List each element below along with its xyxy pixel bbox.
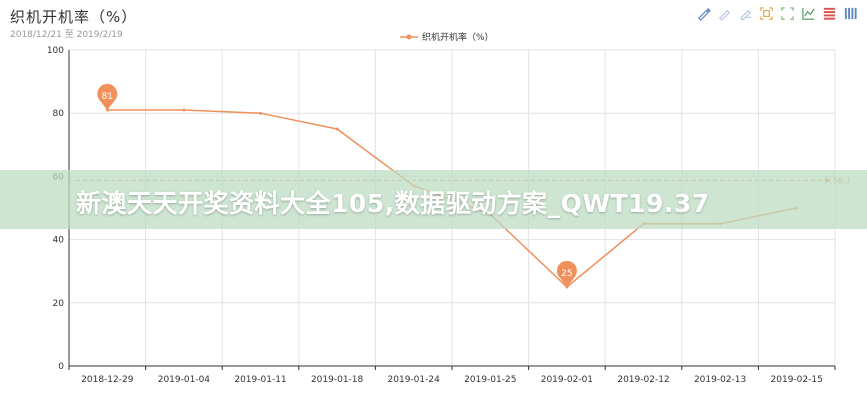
chart-subtitle: 2018/12/21 至 2019/2/19: [10, 30, 123, 40]
stack-icon[interactable]: [842, 5, 859, 22]
x-tick-label: 2019-02-12: [617, 375, 669, 385]
zoom-icon[interactable]: [758, 5, 775, 22]
chart-title: 织机开机率（%）: [10, 8, 138, 26]
y-tick-label: 40: [53, 236, 65, 246]
x-tick-label: 2019-02-15: [771, 375, 823, 385]
x-tick-label: 2019-01-11: [234, 375, 286, 385]
zoom-reset-icon[interactable]: [779, 5, 796, 22]
x-tick-label: 2019-02-13: [694, 375, 746, 385]
mark-clear-icon[interactable]: [737, 5, 754, 22]
x-tick-label: 2019-01-25: [464, 375, 516, 385]
bar-chart-icon[interactable]: [821, 5, 838, 22]
legend-label: 织机开机率（%）: [422, 33, 494, 43]
data-point: [335, 127, 339, 131]
watermark-text: 新澳天天开奖资料大全105,数据驱动方案_QWT19.37: [76, 189, 710, 218]
y-tick-label: 100: [47, 46, 64, 56]
x-tick-label: 2019-01-24: [388, 375, 441, 385]
line-chart-icon[interactable]: [800, 5, 817, 22]
toolbox: [695, 5, 859, 22]
markpoint-label: 81: [102, 92, 113, 102]
data-point: [259, 111, 262, 115]
legend[interactable]: 织机开机率（%）: [400, 30, 494, 43]
mark-icon[interactable]: [695, 5, 712, 22]
data-point: [182, 108, 186, 112]
x-tick-label: 2019-02-01: [541, 375, 593, 385]
mark-undo-icon[interactable]: [716, 5, 733, 22]
legend-line-icon: [400, 34, 418, 39]
y-tick-label: 0: [58, 362, 64, 372]
markpoint-pin: [97, 83, 118, 111]
y-tick-label: 80: [53, 109, 65, 119]
markpoint-pin: [556, 260, 577, 287]
x-tick-label: 2019-01-04: [158, 375, 211, 385]
markpoint-label: 25: [561, 269, 572, 279]
y-tick-label: 20: [53, 299, 65, 309]
watermark-banner: [0, 170, 867, 229]
x-tick-label: 2019-01-18: [311, 375, 364, 385]
x-tick-label: 2018-12-29: [81, 375, 134, 385]
